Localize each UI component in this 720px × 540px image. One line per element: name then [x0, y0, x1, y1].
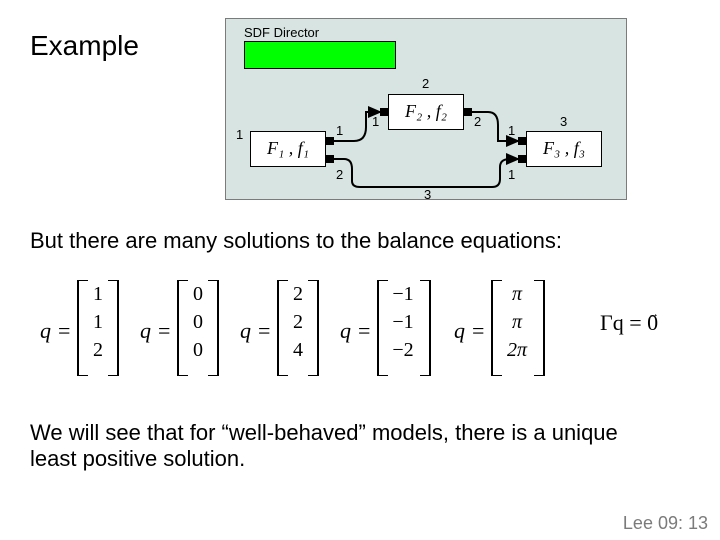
eq-1-v1: 1: [88, 308, 108, 336]
eq-2-q: q: [140, 318, 151, 344]
port-f2-out: [464, 108, 472, 116]
eq-2-equals: =: [158, 318, 170, 344]
port-f1-out-bot: [326, 155, 334, 163]
eq-2-col: 0 0 0: [188, 280, 208, 364]
port-f2-in: [380, 108, 388, 116]
eq-5-v0: π: [500, 280, 534, 308]
balance-gamma: Γq: [600, 310, 624, 335]
eq-4-equals: =: [358, 318, 370, 344]
eq-3-v1: 2: [288, 308, 308, 336]
eq-3-v0: 2: [288, 280, 308, 308]
rate-f2-top: 2: [422, 76, 429, 91]
eq-5-v1: π: [500, 308, 534, 336]
rate-f1-out-bot: 2: [336, 167, 343, 182]
eq-4-v1: −1: [386, 308, 420, 336]
eq-2-v0: 0: [188, 280, 208, 308]
body-text-1: But there are many solutions to the bala…: [30, 228, 562, 254]
director-label: SDF Director: [244, 25, 319, 40]
actor-f1-label: F₁ , f₁: [251, 138, 325, 159]
rate-f3-top: 3: [560, 114, 567, 129]
eq-4-col: −1 −1 −2: [386, 280, 420, 364]
eq-4-v2: −2: [386, 336, 420, 364]
eq-3-col: 2 2 4: [288, 280, 308, 364]
eq-2-v2: 0: [188, 336, 208, 364]
director-box: [244, 41, 396, 69]
eq-1-q: q: [40, 318, 51, 344]
eq-4-q: q: [340, 318, 351, 344]
eq-5-col: π π 2π: [500, 280, 534, 364]
eq-1-v2: 2: [88, 336, 108, 364]
eq-1-col: 1 1 2: [88, 280, 108, 364]
eq-1-v0: 1: [88, 280, 108, 308]
eq-3-equals: =: [258, 318, 270, 344]
actor-f1: F₁ , f₁: [250, 131, 326, 167]
port-f1-out-top: [326, 137, 334, 145]
vec-arrow-icon: →: [648, 308, 659, 320]
body-text-2: We will see that for “well-behaved” mode…: [30, 420, 670, 472]
balance-equation: Γq = → 0: [600, 310, 658, 336]
rate-f3-in-bot: 1: [508, 167, 515, 182]
rate-f3-in-top: 1: [508, 123, 515, 138]
rate-f1-out-top: 1: [336, 123, 343, 138]
actor-f2: F₂ , f₂: [388, 94, 464, 130]
eq-5-q: q: [454, 318, 465, 344]
equations-row: q = 1 1 2 q = 0 0 0 q = 2 2 4 q: [40, 280, 680, 390]
eq-4-v0: −1: [386, 280, 420, 308]
port-f3-in-top: [518, 137, 526, 145]
slide-footnote: Lee 09: 13: [623, 513, 708, 534]
model-diagram: SDF Director F₁ , f₁ F₂ , f₂ F₃ , f₃ 1 1…: [225, 18, 627, 200]
eq-5-equals: =: [472, 318, 484, 344]
rate-edge-bottom: 3: [424, 187, 431, 202]
actor-f3-label: F₃ , f₃: [527, 138, 601, 159]
rate-left-of-f1: 1: [236, 127, 243, 142]
port-f3-in-bot: [518, 155, 526, 163]
rate-f2-in: 1: [372, 114, 379, 129]
slide-title: Example: [30, 30, 139, 62]
actor-f2-label: F₂ , f₂: [389, 101, 463, 122]
eq-1-equals: =: [58, 318, 70, 344]
balance-equals: =: [629, 310, 647, 335]
eq-3-q: q: [240, 318, 251, 344]
eq-5-v2: 2π: [500, 336, 534, 364]
eq-3-v2: 4: [288, 336, 308, 364]
actor-f3: F₃ , f₃: [526, 131, 602, 167]
rate-f2-out: 2: [474, 114, 481, 129]
eq-2-v1: 0: [188, 308, 208, 336]
